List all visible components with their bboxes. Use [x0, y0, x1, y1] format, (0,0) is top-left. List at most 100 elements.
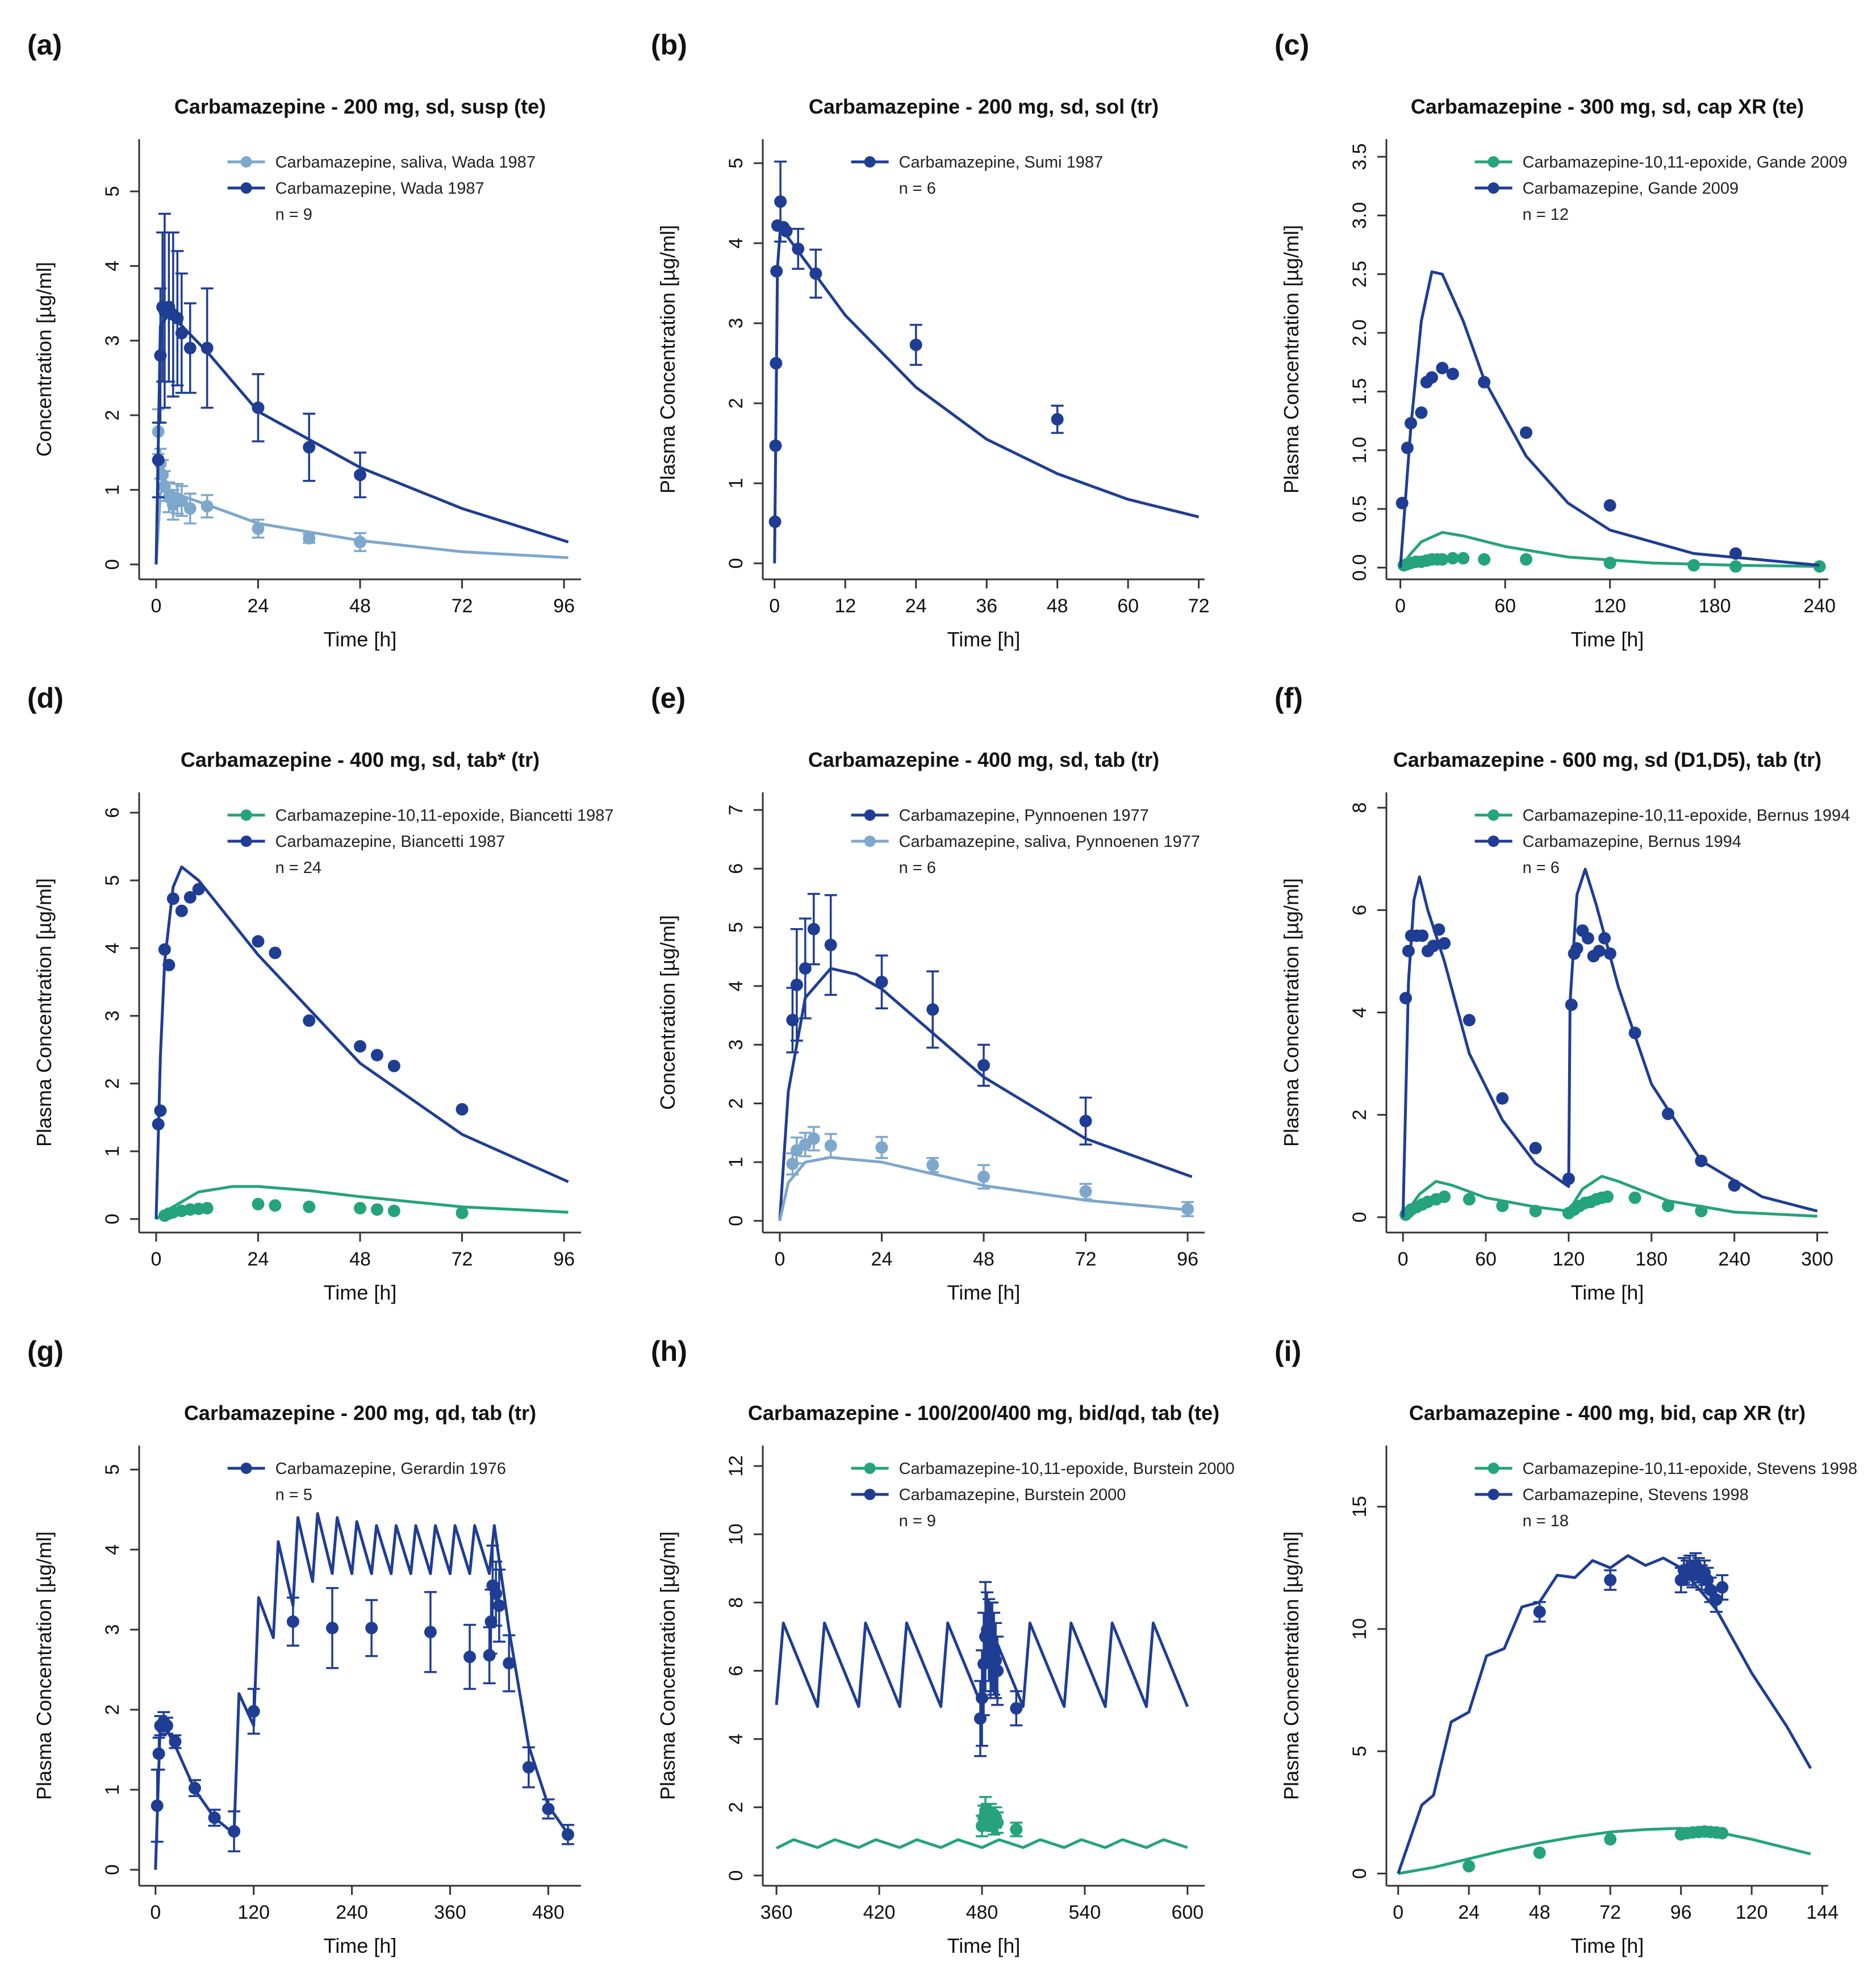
panel-title: Carbamazepine - 400 mg, bid, cap XR (tr) [1409, 1401, 1806, 1425]
data-point [354, 1040, 366, 1053]
data-point [183, 341, 197, 354]
data-point [1395, 496, 1409, 509]
y-tick-label: 8 [725, 1597, 747, 1608]
legend-marker [864, 1463, 876, 1474]
x-axis-label: Time [h] [947, 628, 1021, 651]
data-point [269, 1199, 282, 1212]
data-point [1436, 553, 1449, 566]
panel-title: Carbamazepine - 200 mg, qd, tab (tr) [184, 1401, 536, 1425]
legend-marker [240, 809, 252, 821]
data-point [792, 243, 805, 256]
chart-panel-3: (c) Carbamazepine - 300 mg, sd, cap XR (t… [1275, 29, 1847, 651]
data-point [1181, 1202, 1194, 1216]
data-point [1603, 947, 1616, 960]
x-tick-label: 0 [774, 1248, 785, 1270]
panel-title: Carbamazepine - 200 mg, sd, susp (te) [174, 95, 546, 118]
data-point [1604, 1573, 1617, 1586]
data-point [561, 1828, 574, 1841]
data-point [365, 1622, 378, 1635]
legend-entry: Carbamazepine-10,11-epoxide, Gande 2009 [1523, 153, 1848, 172]
x-tick-label: 60 [1117, 595, 1139, 617]
y-tick-label: 2 [102, 1705, 123, 1715]
y-axis-label: Plasma Concentration [µg/ml] [656, 1531, 679, 1800]
x-axis-label: Time [h] [947, 1281, 1021, 1304]
data-point [875, 1141, 888, 1154]
series-line [773, 225, 1200, 563]
legend-marker [864, 156, 876, 168]
data-point [926, 1159, 939, 1172]
data-point [769, 439, 782, 452]
legend-marker [1487, 836, 1499, 847]
data-point [807, 922, 820, 935]
data-point [790, 978, 803, 991]
data-point [1079, 1114, 1092, 1127]
y-tick-label: 3 [102, 1624, 123, 1635]
x-axis-label: Time [h] [324, 628, 397, 651]
y-tick-label: 0 [1349, 1212, 1370, 1223]
x-tick-label: 0 [1393, 1902, 1403, 1923]
data-point [200, 500, 214, 513]
legend-n: n = 6 [899, 859, 936, 877]
data-point [1593, 945, 1606, 958]
y-tick-label: 3.0 [1349, 202, 1370, 229]
y-tick-label: 0 [725, 1870, 747, 1881]
x-tick-label: 480 [966, 1902, 998, 1923]
y-tick-label: 0.5 [1349, 495, 1370, 522]
x-axis-label: Time [h] [947, 1934, 1021, 1957]
data-point [1687, 559, 1700, 572]
series-line [154, 1512, 569, 1870]
y-tick-label: 12 [725, 1455, 747, 1477]
legend-entry: Carbamazepine, Burstein 2000 [899, 1486, 1126, 1504]
data-point [1520, 426, 1533, 439]
legend-entry: Carbamazepine, Bernus 1994 [1523, 833, 1741, 851]
y-axis-label: Plasma Concentration [µg/ml] [32, 878, 56, 1147]
data-point [1581, 932, 1594, 945]
data-point [1529, 1142, 1542, 1155]
y-tick-label: 4 [725, 981, 747, 992]
y-tick-label: 5 [102, 875, 123, 886]
y-tick-label: 5 [725, 158, 747, 169]
legend-entry: Carbamazepine, Gerardin 1976 [275, 1460, 506, 1478]
series-2 [1395, 270, 1820, 568]
series-line [1398, 1827, 1811, 1875]
data-point [926, 1003, 939, 1016]
y-axis-label: Plasma Concentration [µg/ml] [1280, 878, 1303, 1147]
legend-marker [1487, 156, 1499, 168]
y-tick-label: 1 [102, 485, 123, 495]
data-point [1399, 992, 1413, 1005]
legend-marker [1487, 1463, 1499, 1474]
panel-title: Carbamazepine - 400 mg, sd, tab* (tr) [181, 748, 540, 771]
data-point [989, 1654, 1002, 1667]
x-tick-label: 180 [1635, 1248, 1668, 1270]
chart-panel-7: (g) Carbamazepine - 200 mg, qd, tab (tr) 0… [27, 1335, 581, 1957]
y-axis-label: Concentration [µg/ml] [32, 262, 56, 457]
y-tick-label: 5 [102, 186, 123, 197]
data-point [1436, 362, 1449, 374]
data-point [154, 349, 167, 362]
data-point [1010, 1702, 1023, 1715]
legend-entry: Carbamazepine-10,11-epoxide, Burstein 20… [899, 1460, 1235, 1478]
data-point [192, 883, 205, 896]
data-point [370, 1049, 383, 1062]
data-point [269, 946, 282, 959]
data-point [247, 1705, 260, 1718]
y-tick-label: 0 [102, 1214, 123, 1225]
legend-entry: Carbamazepine, Stevens 1998 [1523, 1486, 1749, 1504]
series-2 [1399, 867, 1818, 1218]
x-tick-label: 120 [1553, 1248, 1585, 1270]
panel-title: Carbamazepine - 200 mg, sd, sol (tr) [809, 95, 1159, 118]
data-point [1427, 939, 1440, 953]
data-point [183, 502, 197, 515]
y-tick-label: 6 [725, 863, 747, 874]
legend-entry: Carbamazepine-10,11-epoxide, Biancetti 1… [275, 807, 614, 825]
chart-panel-5: (e) Carbamazepine - 400 mg, sd, tab (tr) 0… [651, 682, 1205, 1304]
data-point [354, 1202, 366, 1215]
data-point [1462, 1193, 1476, 1206]
data-point [1432, 923, 1445, 936]
y-tick-label: 3 [102, 335, 123, 346]
legend-entry: Carbamazepine, Wada 1987 [275, 179, 484, 198]
x-tick-label: 72 [452, 1248, 473, 1270]
data-point [252, 1197, 265, 1210]
x-tick-label: 96 [1177, 1248, 1198, 1270]
data-point [175, 327, 188, 340]
